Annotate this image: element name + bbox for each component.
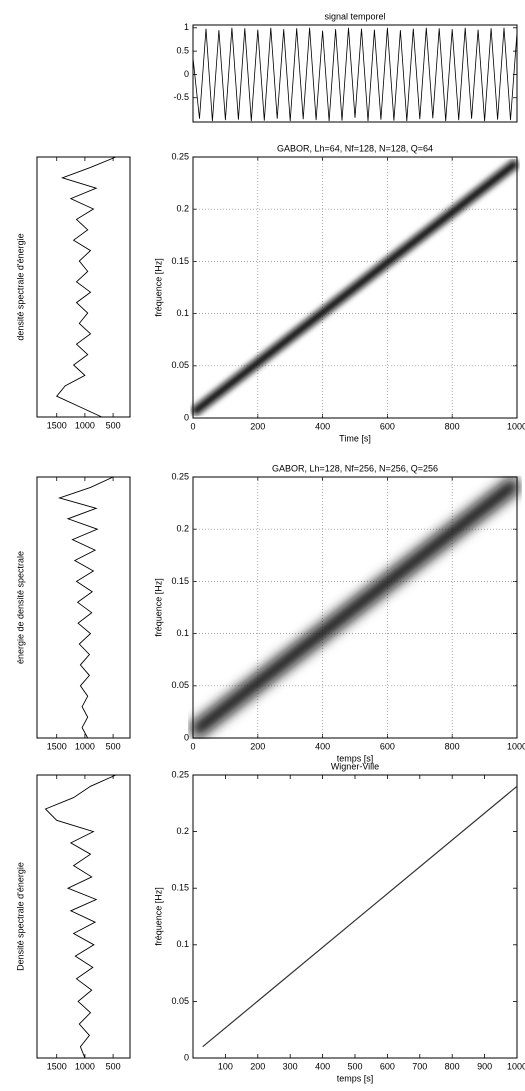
x-tick-label: 500 (106, 1061, 121, 1071)
y-tick-label: -0.5 (173, 92, 189, 102)
y-tick-label: 0.2 (176, 204, 189, 214)
y-tick-label: 0.15 (171, 576, 189, 586)
y-tick-label: 0.2 (176, 826, 189, 836)
axes-frame (192, 476, 518, 739)
x-axis-label: temps [s] (337, 1073, 374, 1083)
y-tick-label: 0.1 (176, 939, 189, 949)
x-tick-label: 1500 (47, 741, 67, 751)
y-tick-label: 0.5 (176, 45, 189, 55)
x-tick-label: 800 (445, 421, 460, 431)
axes-frame (192, 156, 518, 419)
signal-line (192, 27, 518, 122)
x-tick-label: 0 (190, 421, 195, 431)
x-tick-label: 600 (380, 741, 395, 751)
x-tick-label: 1000 (75, 1061, 95, 1071)
y-tick-label: 0.15 (171, 883, 189, 893)
x-tick-label: 1000 (75, 741, 95, 751)
y-tick-label: 0.05 (171, 680, 189, 690)
axes-title: GABOR, Lh=128, Nf=256, N=256, Q=256 (272, 463, 438, 473)
x-tick-label: 500 (347, 1061, 362, 1071)
x-tick-label: 1500 (47, 1061, 67, 1071)
x-tick-label: 300 (283, 1061, 298, 1071)
x-tick-label: 800 (445, 741, 460, 751)
ridge (193, 162, 517, 413)
axes-frame (36, 476, 131, 739)
y-tick-label: 0.1 (176, 628, 189, 638)
x-tick-label: 100 (218, 1061, 233, 1071)
x-tick-label: 400 (315, 741, 330, 751)
x-tick-label: 1000 (75, 420, 95, 430)
axes-title: signal temporel (324, 11, 385, 21)
x-tick-label: 900 (477, 1061, 492, 1071)
y-axis-label: fréquence [Hz] (153, 887, 163, 946)
x-tick-label: 800 (445, 1061, 460, 1071)
x-axis-label: temps [s] (337, 753, 374, 763)
y-tick-label: 0.2 (176, 524, 189, 534)
energy-curve (55, 156, 117, 418)
x-tick-label: 400 (315, 421, 330, 431)
axes-title: GABOR, Lh=64, Nf=128, N=128, Q=64 (277, 143, 433, 153)
energy-curve (57, 476, 114, 739)
x-tick-label: 1000 (507, 1061, 525, 1071)
x-tick-label: 200 (250, 741, 265, 751)
y-tick-label: 0.1 (176, 308, 189, 318)
y-tick-label: 0.25 (171, 151, 189, 161)
x-tick-label: 600 (380, 1061, 395, 1071)
x-tick-label: 500 (106, 420, 121, 430)
ridge (202, 785, 518, 1048)
axes-title: Wigner-Ville (331, 761, 379, 771)
axes-frame (192, 24, 518, 123)
x-tick-label: 500 (106, 741, 121, 751)
x-tick-label: 1000 (507, 421, 525, 431)
x-tick-label: 600 (380, 421, 395, 431)
axes-frame (192, 774, 518, 1059)
energy-curve (44, 774, 117, 1059)
x-tick-label: 400 (315, 1061, 330, 1071)
x-tick-label: 1500 (47, 420, 67, 430)
y-tick-label: 0.25 (171, 769, 189, 779)
y-axis-label: Densité spectrale d'énergie (15, 862, 25, 971)
x-tick-label: 700 (412, 1061, 427, 1071)
y-tick-label: 0 (184, 69, 189, 79)
y-axis-label: fréquence [Hz] (153, 258, 163, 317)
x-tick-label: 1000 (507, 741, 525, 751)
y-tick-label: 0 (184, 412, 189, 422)
y-tick-label: 1 (184, 22, 189, 32)
y-tick-label: 0.05 (171, 360, 189, 370)
y-tick-label: 0 (184, 732, 189, 742)
y-tick-label: 0.15 (171, 256, 189, 266)
ridge (193, 482, 517, 733)
y-axis-label: fréquence [Hz] (153, 578, 163, 637)
x-tick-label: 200 (250, 421, 265, 431)
y-axis-label: énergie de densité spectrale (15, 551, 25, 664)
x-tick-label: 0 (190, 741, 195, 751)
y-tick-label: 0.25 (171, 471, 189, 481)
x-tick-label: 200 (250, 1061, 265, 1071)
y-tick-label: 0.05 (171, 996, 189, 1006)
y-tick-label: 0 (184, 1052, 189, 1062)
y-axis-label: densité spectrale d'énergie (15, 233, 25, 340)
x-axis-label: Time [s] (339, 433, 371, 443)
